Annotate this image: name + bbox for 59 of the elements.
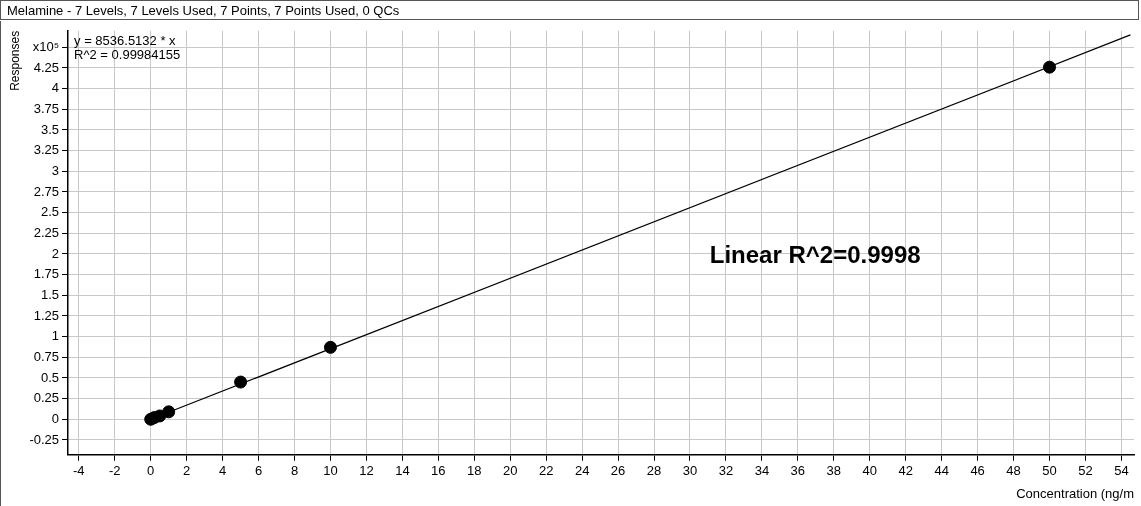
x-tick-label: 54: [1114, 463, 1129, 479]
x-tick-label: 46: [970, 463, 985, 479]
x-tick-label: 6: [254, 463, 263, 479]
x-tick-label: 36: [790, 463, 806, 479]
y-tick-label: 4.25: [33, 59, 60, 75]
x-tick-label: 4: [219, 463, 227, 479]
x-tick-label: 8: [290, 463, 299, 479]
x-tick-label: 16: [431, 463, 446, 479]
y-tick-label: 1.25: [33, 307, 60, 323]
chart-title: Melamine - 7 Levels, 7 Levels Used, 7 Points, 7 Points Used, 0 QCs: [0, 0, 1139, 20]
y-axis-title: Responses: [7, 30, 22, 91]
x-tick-label: 50: [1042, 463, 1057, 479]
x-tick-label: 2: [183, 463, 191, 479]
annotation: Linear R^2=0.9998: [709, 240, 921, 268]
x-tick-label: 38: [826, 463, 842, 479]
x-tick-label: 20: [503, 463, 518, 479]
y-tick-label: -0.25: [29, 431, 60, 447]
x-tick-label: 40: [862, 463, 877, 479]
y-tick-label: 2.25: [33, 224, 60, 240]
x-tick-label: 22: [538, 463, 554, 479]
y-tick-label: 0.5: [40, 369, 60, 385]
x-tick-label: 12: [359, 463, 374, 479]
x-tick-label: 42: [898, 463, 913, 479]
y-tick-label: 3.5: [40, 121, 60, 137]
y-tick-label: 2: [51, 245, 60, 261]
x-tick-label: 18: [467, 463, 482, 479]
y-tick-label: 0.25: [33, 390, 60, 406]
y-tick-label: 2.5: [40, 204, 60, 220]
y-tick-label: 3.25: [33, 142, 60, 158]
x-tick-label: -4: [73, 463, 85, 479]
y-tick-label: 3.75: [33, 100, 60, 116]
x-tick-label: 32: [718, 463, 734, 479]
point: [234, 375, 248, 389]
x-axis-title: Concentration (ng/m: [1016, 485, 1134, 501]
y-tick-label: 1.75: [33, 266, 60, 282]
x-tick-label: -2: [108, 463, 121, 479]
y-tick-label: 0: [51, 410, 60, 426]
x-tick-label: 14: [395, 463, 410, 479]
x-tick-label: 30: [682, 463, 698, 479]
x-tick-label: 0: [147, 463, 155, 479]
point: [323, 340, 337, 354]
x-tick-label: 10: [323, 463, 338, 479]
point: [1043, 60, 1057, 74]
x-tick-label: 34: [754, 463, 770, 479]
annotation: y = 8536.5132 * x: [74, 32, 177, 48]
y-tick-label: 4: [51, 80, 60, 96]
x-tick-label: 24: [574, 463, 590, 479]
y-tick-label: 1: [51, 328, 60, 344]
x-tick-label: 28: [646, 463, 662, 479]
x-tick-label: 26: [610, 463, 626, 479]
y-tick-label: 3: [51, 162, 60, 178]
x-tick-label: 48: [1006, 463, 1021, 479]
y-tick-label: x10⁵: [32, 38, 60, 54]
y-tick-label: 0.75: [33, 348, 60, 364]
x-tick-label: 44: [934, 463, 949, 479]
y-tick-label: 2.75: [33, 183, 60, 199]
x-tick-label: 52: [1078, 463, 1093, 479]
point: [162, 405, 176, 419]
y-tick-label: 1.5: [40, 286, 60, 302]
